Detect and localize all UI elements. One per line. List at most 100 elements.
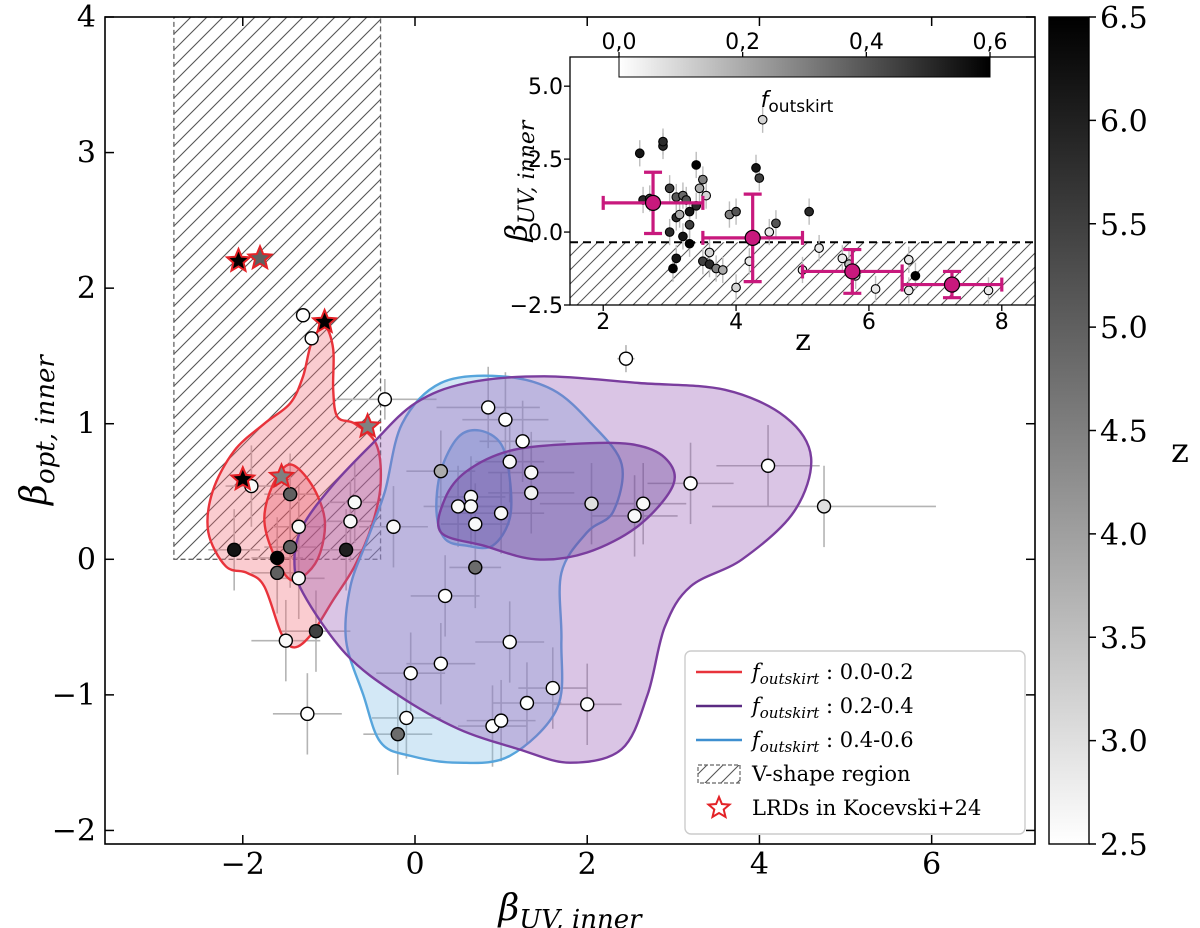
data-point bbox=[403, 665, 418, 681]
lrd-star bbox=[353, 411, 382, 439]
inset-data-point bbox=[668, 263, 678, 274]
inset-data-point bbox=[804, 206, 814, 217]
legend-box bbox=[684, 650, 1026, 835]
lrd-star bbox=[310, 307, 339, 334]
inset-y-tick-label: 0.0 bbox=[528, 221, 563, 246]
inset-data-point bbox=[764, 227, 775, 237]
legend-label: LRDs in Kocevski+24 bbox=[752, 796, 981, 820]
colorbar-tick-label: 4.5 bbox=[1100, 415, 1148, 450]
inset-y-tick-label: −2.5 bbox=[510, 294, 563, 319]
data-point bbox=[468, 516, 483, 532]
data-point bbox=[278, 633, 294, 648]
legend-entry: foutskirt : 0.4-0.6 bbox=[696, 728, 914, 756]
inset-data-point bbox=[678, 231, 688, 242]
data-point bbox=[282, 539, 298, 555]
data-point bbox=[343, 514, 358, 529]
colorbar-tick-label: 5.5 bbox=[1100, 208, 1148, 243]
inset-data-point bbox=[751, 163, 761, 173]
inset-data-point bbox=[903, 254, 914, 265]
colorbar-tick-label: 5.0 bbox=[1100, 311, 1148, 346]
z-colorbar: 2.5 3.0 3.5 4.0 4.5 5.0 5.5 6.0 6.5 z bbox=[1048, 1, 1189, 863]
inset-binned-point bbox=[800, 247, 904, 295]
data-point bbox=[635, 496, 651, 511]
inset-colorbar-tick-label: 0,2 bbox=[725, 30, 760, 55]
inset-data-point bbox=[704, 247, 715, 258]
inset-y-axis-label: βUV, inner bbox=[500, 119, 540, 242]
inset-colorbar-label: foutskirt bbox=[761, 88, 834, 117]
data-point bbox=[347, 495, 362, 510]
colorbar-tick-label: 3.0 bbox=[1100, 725, 1148, 760]
inset-chart: 2 4 6 8 −2.5 0.0 2.5 5.0 0,0 0,2 0,4 0,6 foutskirt… bbox=[500, 30, 1036, 358]
inset-binned-point bbox=[900, 269, 1004, 300]
inset-data-point bbox=[671, 253, 682, 264]
legend-label: foutskirt : 0.0-0.2 bbox=[750, 660, 914, 688]
y-tick-label: 1 bbox=[77, 407, 96, 442]
inset-data-point bbox=[910, 270, 921, 281]
data-point bbox=[816, 499, 832, 514]
inset-data-point bbox=[684, 219, 695, 230]
binned-marker bbox=[943, 276, 961, 293]
inset-data-point bbox=[754, 173, 765, 183]
data-point bbox=[683, 476, 698, 491]
data-point bbox=[515, 434, 530, 449]
data-point bbox=[270, 565, 285, 581]
inset-data-point bbox=[684, 206, 695, 217]
data-point bbox=[545, 680, 560, 696]
data-point bbox=[618, 351, 634, 366]
legend-label: foutskirt : 0.2-0.4 bbox=[750, 694, 914, 722]
inset-x-tick-label: 4 bbox=[729, 310, 743, 335]
data-point bbox=[584, 496, 599, 511]
inset-x-axis-label: z bbox=[795, 323, 811, 358]
inset-x-tick-label: 8 bbox=[995, 310, 1009, 335]
contour-0.4-0.6 bbox=[344, 374, 624, 765]
inset-colorbar-tick-label: 0,6 bbox=[973, 30, 1008, 55]
contour-0.2-0.4 bbox=[293, 375, 813, 764]
contour-0.4-0.6 bbox=[435, 428, 513, 550]
inset-binned-point bbox=[701, 192, 805, 284]
x-tick-label: 6 bbox=[922, 847, 941, 882]
legend-entry: foutskirt : 0.2-0.4 bbox=[696, 694, 914, 722]
main-plot-frame bbox=[104, 16, 1036, 845]
inset-data-point bbox=[664, 183, 675, 194]
contour-0.0-0.2 bbox=[206, 324, 383, 649]
data-point bbox=[580, 697, 595, 712]
data-point bbox=[524, 485, 539, 501]
data-point bbox=[463, 499, 479, 514]
data-point bbox=[760, 458, 776, 473]
colorbar-tick-label: 3.5 bbox=[1100, 621, 1148, 656]
data-point bbox=[386, 519, 401, 534]
data-point bbox=[377, 392, 393, 407]
inset-data-point bbox=[757, 114, 768, 125]
binned-marker bbox=[744, 229, 761, 246]
inset-data-point bbox=[771, 218, 781, 229]
y-tick-label: −2 bbox=[52, 813, 96, 848]
inset-x-tick-label: 2 bbox=[596, 310, 610, 335]
y-tick-label: 4 bbox=[77, 0, 96, 35]
inset-data-point bbox=[704, 259, 715, 270]
data-point bbox=[437, 588, 453, 604]
data-point bbox=[291, 571, 306, 586]
inset-binned-point bbox=[601, 170, 705, 236]
main-y-axis-label: βopt, inner bbox=[14, 354, 61, 507]
data-point bbox=[493, 506, 509, 521]
inset-x-tick-label: 6 bbox=[862, 310, 876, 335]
data-point bbox=[270, 550, 285, 566]
x-tick-label: −2 bbox=[221, 847, 265, 882]
legend-label: V-shape region bbox=[751, 762, 911, 786]
binned-marker bbox=[644, 194, 662, 211]
inset-data-point bbox=[698, 174, 708, 185]
inset-data-point bbox=[684, 238, 695, 249]
inset-data-point bbox=[837, 253, 848, 264]
inset-data-point bbox=[658, 136, 668, 147]
data-point bbox=[627, 508, 642, 524]
data-point bbox=[498, 412, 513, 427]
data-point bbox=[468, 560, 483, 575]
legend-hatch-swatch bbox=[697, 764, 741, 784]
data-point bbox=[308, 623, 324, 639]
data-point bbox=[450, 499, 466, 514]
data-point bbox=[304, 331, 319, 346]
data-point bbox=[433, 463, 449, 479]
binned-marker bbox=[844, 263, 861, 280]
inset-y-tick-label: 5.0 bbox=[528, 75, 563, 100]
